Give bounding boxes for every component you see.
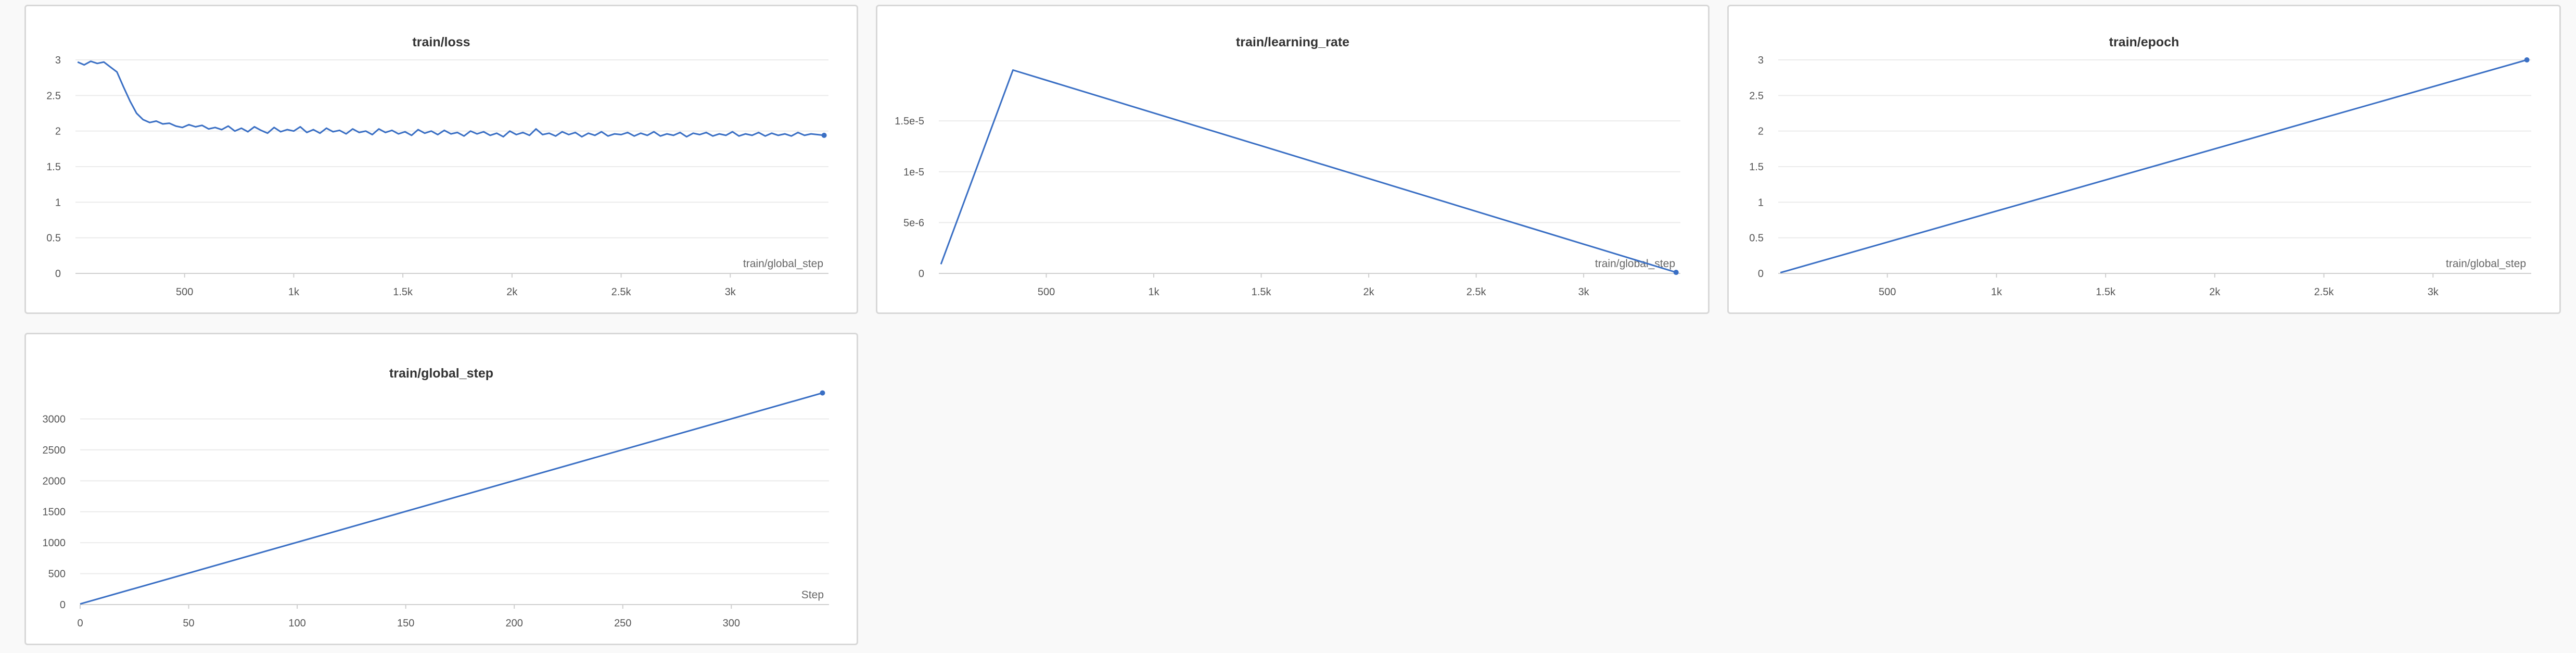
x-tick-label: 3k [1578,286,1590,298]
series-endpoint [1673,270,1679,275]
series-endpoint [2524,57,2530,62]
series-line-train-epoch [1780,59,2528,274]
x-tick-label: 3k [2428,286,2439,298]
x-tick-label: 250 [614,618,631,629]
x-tick-label: 1k [1991,286,2003,298]
y-tick-label: 2500 [43,445,66,456]
x-tick-label: 500 [176,286,193,298]
x-tick-label: 1.5k [393,286,413,298]
chart-title: train/learning_rate [1236,35,1349,49]
y-tick-label: 2 [1758,126,1764,137]
y-tick-label: 1.5e-5 [895,116,924,127]
y-tick-label: 0 [1758,268,1764,280]
chart-title: train/epoch [2109,35,2179,49]
x-tick-label: 500 [1879,286,1896,298]
x-tick-label: 100 [288,618,305,629]
y-tick-label: 500 [48,569,66,580]
x-tick-label: 2k [1363,286,1375,298]
y-tick-label: 0 [55,268,61,280]
x-axis-label: Step [801,589,824,601]
y-tick-label: 2.5 [1749,90,1764,102]
y-tick-label: 1 [55,197,61,208]
chart-train-learning-rate: train/learning_rate 0 5e-6 1e-5 1.5e-5 500 1k 1… [895,35,1680,298]
x-tick-label: 2k [506,286,518,298]
chart-train-global-step: train/global_step05001000150020002500300… [43,366,829,629]
x-tick-label: 2.5k [1466,286,1487,298]
x-tick-label: 0 [77,618,83,629]
chart-title: train/loss [412,35,470,49]
y-tick-label: 1e-5 [903,167,924,178]
y-tick-label: 3000 [43,413,66,425]
x-tick-label: 2.5k [611,286,632,298]
chart-train-epoch: train/epoch 0 0.5 1 1.5 2 2.5 3 500 1k 1.5k 2k 2.5k 3… [1749,35,2531,298]
x-tick-label: 150 [397,618,414,629]
y-tick-label: 5e-6 [903,217,924,229]
x-tick-label: 1k [1148,286,1159,298]
y-tick-label: 1.5 [46,161,61,173]
y-tick-label: 1.5 [1749,161,1764,173]
y-tick-label: 0 [60,599,66,611]
x-tick-label: 2.5k [2314,286,2335,298]
y-tick-label: 1 [1758,197,1764,208]
x-tick-label: 1.5k [1252,286,1272,298]
y-tick-label: 0.5 [46,233,61,244]
series-endpoint [820,390,825,396]
y-tick-label: 2000 [43,475,66,487]
y-tick-label: 3 [55,55,61,66]
chart-panel-train-epoch[interactable]: train/epoch 0 0.5 1 1.5 2 2.5 3 500 1k 1.5k 2k 2.5k 3… [1727,5,2561,314]
series-line-train-learning-rate [940,69,1677,273]
x-tick-label: 1.5k [2096,286,2116,298]
chart-panel-train-global-step[interactable]: train/global_step 0 500 1000 1500 2000 2500 300… [24,333,858,645]
chart-panel-train-learning-rate[interactable]: train/learning_rate 0 5e-6 1e-5 1.5e-5 500 1k 1… [876,5,1710,314]
x-tick-label: 1k [288,286,300,298]
y-tick-label: 0.5 [1749,233,1764,244]
x-axis-label: train/global_step [743,258,823,270]
y-tick-label: 1500 [43,507,66,518]
x-tick-label: 50 [183,618,194,629]
y-tick-label: 1000 [43,537,66,549]
x-tick-label: 300 [723,618,740,629]
x-tick-label: 200 [506,618,523,629]
y-tick-label: 2 [55,126,61,137]
y-tick-label: 2.5 [46,90,61,102]
y-tick-label: 0 [919,268,924,280]
series-line-train-global-step [80,392,823,605]
chart-title: train/global_step [389,366,493,381]
x-tick-label: 3k [725,286,736,298]
y-tick-label: 3 [1758,55,1764,66]
chart-panel-train-loss[interactable]: train/loss 0 0.5 1 1.5 2 2.5 3 500 1k 1.5k 2k 2.5k 3k… [24,5,858,314]
x-axis-label: train/global_step [2446,258,2526,270]
series-endpoint [821,132,827,138]
chart-train-loss: train/loss 0 0.5 1 1.5 2 2.5 3 500 1k 1.5k 2k 2.5k 3k… [46,35,828,298]
series-line-train-loss [77,60,824,138]
x-tick-label: 500 [1038,286,1055,298]
x-tick-label: 2k [2209,286,2221,298]
